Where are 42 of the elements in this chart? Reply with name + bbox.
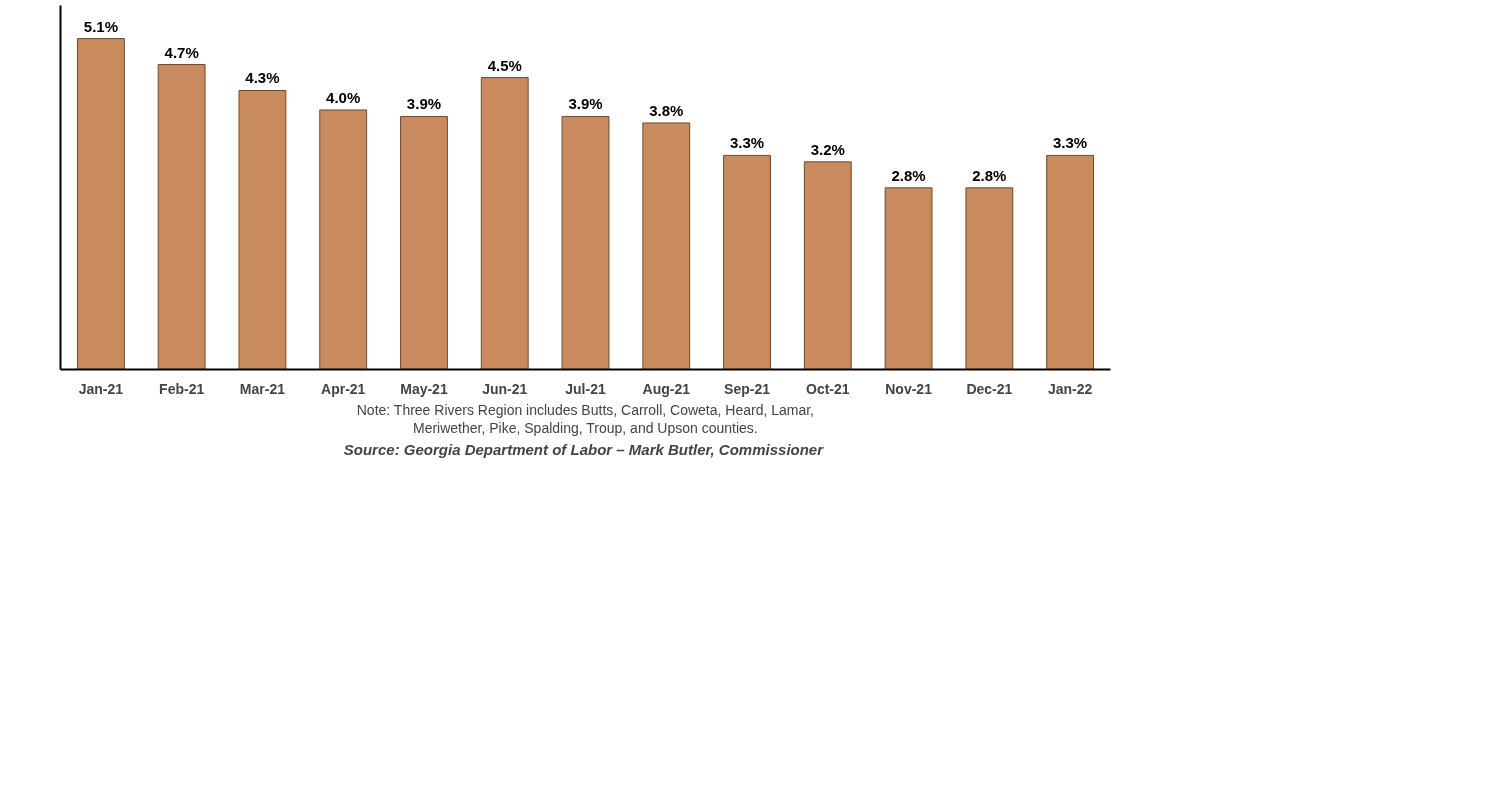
bar bbox=[480, 77, 529, 370]
x-tick-label: Dec-21 bbox=[966, 380, 1013, 397]
source-note: Source: Georgia Department of Labor – Mark Butler, Commissioner bbox=[343, 440, 825, 458]
text: Meriwether, Pike, Spalding, Troup, and Upson counties. bbox=[413, 419, 758, 436]
x-tick-label: Jan-22 bbox=[1047, 380, 1093, 397]
data-label: 4.0% bbox=[326, 88, 361, 106]
bar bbox=[884, 187, 933, 370]
data-label: 4.3% bbox=[245, 69, 280, 87]
data-label: 4.7% bbox=[164, 43, 199, 61]
data-label: 3.9% bbox=[568, 95, 603, 113]
bar bbox=[803, 161, 852, 370]
x-tick-label: Sep-21 bbox=[724, 380, 771, 397]
x-tick-label: Jan-21 bbox=[78, 380, 124, 397]
bar bbox=[319, 109, 368, 370]
bar bbox=[723, 154, 771, 370]
data-label: 5.1% bbox=[83, 17, 118, 35]
x-tick-label: Nov-21 bbox=[885, 380, 933, 397]
bar bbox=[157, 64, 206, 370]
data-label: 4.5% bbox=[487, 56, 522, 74]
data-label: 3.3% bbox=[729, 134, 765, 152]
bar bbox=[1046, 154, 1095, 370]
x-tick-label: Jun-21 bbox=[482, 380, 528, 397]
x-tick-label: Aug-21 bbox=[642, 380, 691, 397]
data-label: 2.8% bbox=[972, 166, 1007, 184]
x-tick-label: Mar-21 bbox=[239, 380, 286, 397]
x-tick-label: Oct-21 bbox=[806, 380, 850, 397]
x-tick-label: Feb-21 bbox=[159, 380, 205, 397]
data-label: 3.9% bbox=[406, 95, 442, 113]
bar bbox=[561, 115, 610, 370]
bar bbox=[642, 122, 691, 370]
x-tick-label: Apr-21 bbox=[321, 380, 366, 397]
bar bbox=[965, 187, 1014, 370]
data-label: 3.2% bbox=[810, 140, 845, 158]
text: Note: Three Rivers Region includes Butts, Carroll, Coweta, Heard, Lamar, bbox=[356, 401, 815, 418]
x-tick-label: May-21 bbox=[400, 380, 448, 397]
bar bbox=[238, 90, 287, 370]
data-label: 3.8% bbox=[649, 101, 684, 119]
x-tick-label: Jul-21 bbox=[565, 380, 606, 397]
bar bbox=[400, 115, 448, 370]
bar bbox=[76, 38, 125, 370]
data-label: 3.3% bbox=[1053, 134, 1088, 152]
data-label: 2.8% bbox=[891, 166, 926, 184]
